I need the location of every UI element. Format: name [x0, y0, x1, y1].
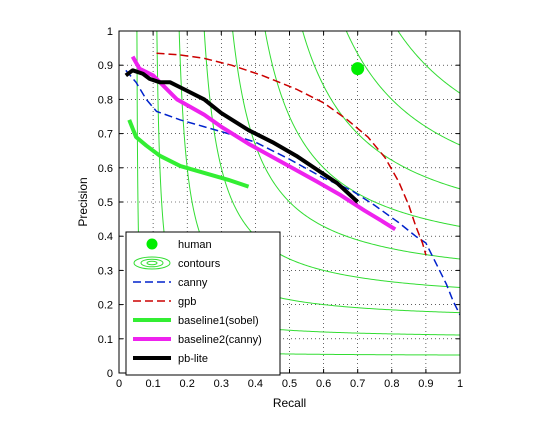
legend-contour-ring	[133, 256, 171, 270]
x-tick-label: 0.5	[282, 378, 297, 390]
legend-box	[125, 231, 281, 376]
legend-label: canny	[178, 277, 208, 289]
gpb-series-line	[156, 52, 427, 256]
y-axis-label: Precision	[76, 177, 90, 226]
x-tick-label: 0.2	[180, 378, 195, 390]
x-tick-label: 0.8	[384, 378, 399, 390]
contour-line	[302, 31, 460, 190]
legend-label: gpb	[178, 296, 196, 308]
y-tick-label: 0.8	[98, 94, 113, 106]
y-tick-label: 1	[107, 26, 113, 38]
legend-label: baseline2(canny)	[178, 334, 262, 346]
legend-contour-ring	[140, 258, 164, 268]
human-point	[351, 62, 365, 76]
x-tick-label: 0.3	[214, 378, 229, 390]
legend-label: pb-lite	[178, 353, 208, 365]
x-tick-label: 0.4	[248, 378, 263, 390]
x-tick-label: 0.9	[418, 378, 433, 390]
y-tick-label: 0.3	[98, 265, 113, 277]
legend-label: human	[178, 239, 212, 251]
baseline2-canny-series-line	[130, 55, 397, 232]
contour-line	[345, 31, 460, 146]
x-tick-label: 0.1	[145, 378, 160, 390]
y-tick-label: 0.1	[98, 334, 113, 346]
contour-line	[232, 31, 460, 260]
axis-ticks: 0 0.1 0.2 0.3 0.4 0.5 0.6 0.7 0.8 0.9 1 0 0.1 0.2 0.3 0…	[98, 26, 463, 390]
legend: human contours canny gpb baseline1(sobel) bas…	[125, 231, 281, 376]
legend-contour-ring	[146, 260, 158, 266]
y-tick-label: 0.9	[98, 60, 113, 72]
x-tick-label: 1	[457, 378, 463, 390]
pb-lite-series-line	[124, 68, 360, 204]
y-tick-label: 0.7	[98, 129, 113, 141]
legend-swatch-contours	[133, 256, 171, 270]
baseline1-sobel-series-line	[127, 119, 250, 189]
x-tick-label: 0	[116, 378, 122, 390]
y-tick-label: 0.6	[98, 163, 113, 175]
x-axis-label: Recall	[273, 396, 306, 410]
y-tick-label: 0	[107, 368, 113, 380]
legend-label: baseline1(sobel)	[178, 315, 259, 327]
series-layer	[124, 52, 460, 316]
x-tick-label: 0.6	[316, 378, 331, 390]
legend-label: contours	[178, 258, 221, 270]
legend-swatch-human	[146, 238, 158, 250]
contour-line	[264, 31, 460, 227]
contour-line	[397, 31, 460, 94]
y-tick-label: 0.2	[98, 300, 113, 312]
x-tick-label: 0.7	[350, 378, 365, 390]
canny-series-line	[125, 69, 460, 316]
y-tick-label: 0.4	[98, 231, 113, 243]
y-tick-label: 0.5	[98, 197, 113, 209]
